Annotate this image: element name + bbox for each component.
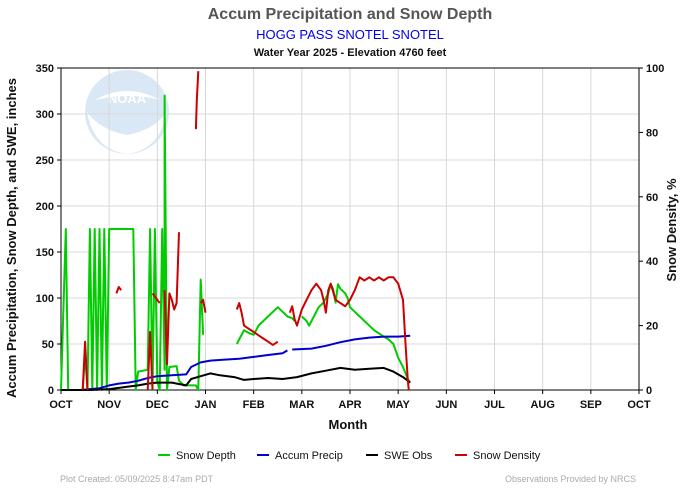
chart-subtitle: HOGG PASS SNOTEL SNOTEL <box>256 27 444 42</box>
x-axis-label: Month <box>329 417 368 432</box>
y-left-tick-label: 0 <box>48 385 54 397</box>
legend-label-accum-precip: Accum Precip <box>275 450 343 462</box>
swe-obs-series <box>61 366 411 391</box>
snow-depth-line <box>301 283 412 384</box>
x-tick-label: AUG <box>530 399 554 411</box>
x-tick-label: SEP <box>580 399 602 411</box>
accum-precip-line <box>61 349 288 391</box>
x-tick-label: MAR <box>289 399 314 411</box>
y-left-tick-label: 250 <box>36 155 54 167</box>
noaa-logo: NOAA <box>85 70 169 154</box>
y-right-tick-label: 100 <box>646 63 664 75</box>
snow-density-line <box>81 340 89 391</box>
x-tick-label: DEC <box>146 399 169 411</box>
snow-density-line <box>146 331 154 391</box>
x-tick-label: JUL <box>484 399 505 411</box>
y-left-tick-label: 150 <box>36 247 54 259</box>
accum-precip-series <box>61 334 411 391</box>
swe-obs-line <box>61 366 411 391</box>
x-tick-label: OCT <box>627 399 651 411</box>
chart-subtitle-2: Water Year 2025 - Elevation 4760 feet <box>254 47 447 59</box>
x-tick-label: APR <box>338 399 361 411</box>
legend-label-swe-obs: SWE Obs <box>384 450 433 462</box>
snow-depth-line <box>235 306 296 345</box>
snow-density-line <box>151 292 161 304</box>
chart-title: Accum Precipitation and Snow Depth <box>208 6 492 23</box>
y-left-tick-label: 200 <box>36 201 54 213</box>
x-tick-label: MAY <box>386 399 410 411</box>
snow-density-line <box>115 286 122 294</box>
tick-labels: OCT NOV DEC JAN FEB MAR APR MAY JUN JUL AUG SEP OCT 0… <box>36 63 665 411</box>
y-right-tick-label: 0 <box>646 385 652 397</box>
snow-depth-series <box>60 94 412 391</box>
snow-density-series <box>81 71 410 391</box>
y-axis-left-label: Accum Precipitation, Snow Depth, and SWE… <box>4 78 19 398</box>
y-left-tick-label: 50 <box>42 339 54 351</box>
snow-density-line <box>199 298 207 313</box>
x-tick-label: JUN <box>435 399 457 411</box>
y-right-tick-label: 40 <box>646 256 658 268</box>
x-tick-label: JAN <box>194 399 216 411</box>
y-left-tick-label: 100 <box>36 293 54 305</box>
y-left-tick-label: 350 <box>36 63 54 75</box>
legend: Snow Depth Accum Precip SWE Obs Snow Densit… <box>158 450 541 462</box>
y-right-tick-label: 20 <box>646 321 658 333</box>
y-right-tick-label: 80 <box>646 127 658 139</box>
legend-label-snow-density: Snow Density <box>473 450 541 462</box>
x-tick-label: OCT <box>49 399 73 411</box>
x-tick-label: FEB <box>243 399 265 411</box>
legend-label-snow-depth: Snow Depth <box>176 450 236 462</box>
y-left-tick-label: 300 <box>36 109 54 121</box>
series-layer <box>60 71 412 391</box>
y-axis-right-label: Snow Density, % <box>664 178 679 281</box>
x-tick-label: NOV <box>97 399 122 411</box>
provider-footer: Observations Provided by NRCS <box>505 474 636 484</box>
accum-precip-line <box>292 334 411 351</box>
snow-density-line <box>288 276 410 391</box>
y-right-tick-label: 60 <box>646 192 658 204</box>
noaa-logo-text: NOAA <box>108 91 147 106</box>
snow-density-line <box>235 302 279 346</box>
snow-density-line <box>163 232 180 366</box>
snow-density-line <box>194 71 200 130</box>
snow-depth-line <box>60 94 205 391</box>
plot-created-footer: Plot Created: 05/09/2025 8:47am PDT <box>60 474 214 484</box>
